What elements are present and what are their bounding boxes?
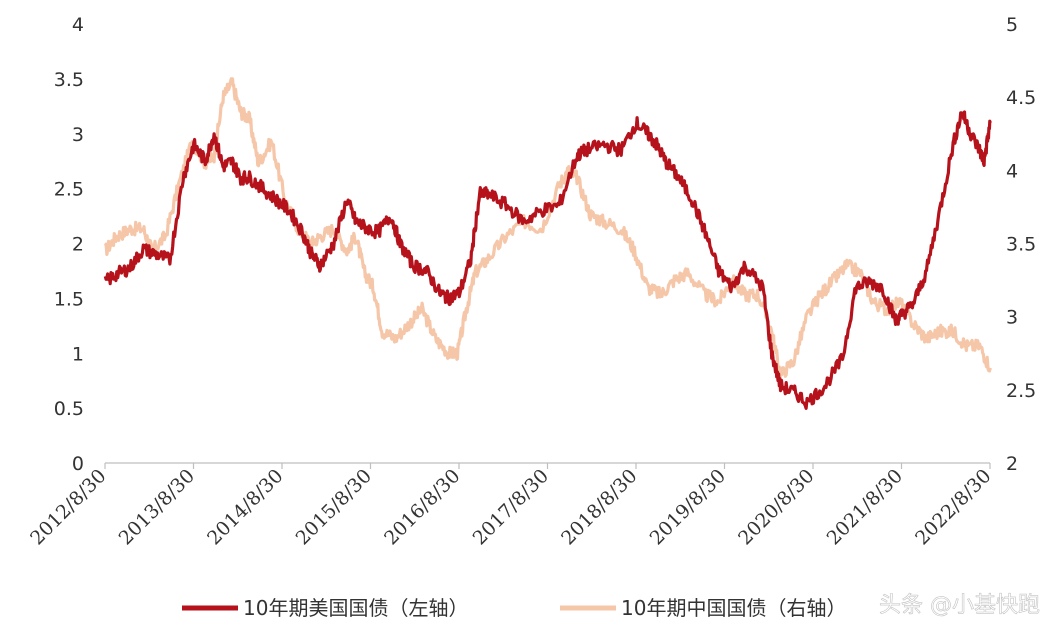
x-tick-label: 2016/8/30 xyxy=(380,465,464,549)
x-tick-label: 2022/8/30 xyxy=(911,465,995,549)
x-tick-label: 2020/8/30 xyxy=(734,465,818,549)
series-line-cn-10y xyxy=(103,77,992,380)
x-tick-label: 2012/8/30 xyxy=(26,465,110,549)
y-right-tick-label: 3.5 xyxy=(1006,234,1036,256)
legend-label-us: 10年期美国国债（左轴） xyxy=(243,596,468,620)
y-left-tick-label: 4 xyxy=(72,14,84,36)
y-right-tick-label: 2.5 xyxy=(1006,380,1036,402)
x-tick-label: 2014/8/30 xyxy=(203,465,287,549)
watermark-text: 头条 @小基快跑 xyxy=(879,593,1040,618)
series-line-us-10y xyxy=(103,110,992,410)
y-right-tick-label: 2 xyxy=(1006,453,1018,475)
y-left-tick-label: 0 xyxy=(72,453,84,475)
y-right-tick-label: 4 xyxy=(1006,160,1018,182)
y-left-tick-label: 0.5 xyxy=(54,398,84,420)
y-left-tick-label: 3 xyxy=(72,124,84,146)
y-right-tick-label: 3 xyxy=(1006,307,1018,329)
axes: 2012/8/30 2013/8/30 2014/8/30 2015/8/30 2016… xyxy=(26,14,1036,549)
y-right-tick-label: 5 xyxy=(1006,14,1018,36)
x-tick-label: 2019/8/30 xyxy=(646,465,730,549)
x-tick-label: 2017/8/30 xyxy=(469,465,553,549)
x-tick-label: 2015/8/30 xyxy=(292,465,376,549)
x-tick-label: 2021/8/30 xyxy=(823,465,907,549)
legend: 10年期美国国债（左轴） 10年期中国国债（右轴） xyxy=(182,596,846,620)
y-left-tick-label: 3.5 xyxy=(54,69,84,91)
x-tick-label: 2013/8/30 xyxy=(115,465,199,549)
legend-label-cn: 10年期中国国债（右轴） xyxy=(621,596,846,620)
y-left-tick-label: 1 xyxy=(72,343,84,365)
y-right-tick-label: 4.5 xyxy=(1006,87,1036,109)
series-lines xyxy=(103,77,992,410)
y-left-tick-label: 1.5 xyxy=(54,288,84,310)
y-left-tick-label: 2.5 xyxy=(54,179,84,201)
x-tick-label: 2018/8/30 xyxy=(557,465,641,549)
y-left-tick-label: 2 xyxy=(72,234,84,256)
